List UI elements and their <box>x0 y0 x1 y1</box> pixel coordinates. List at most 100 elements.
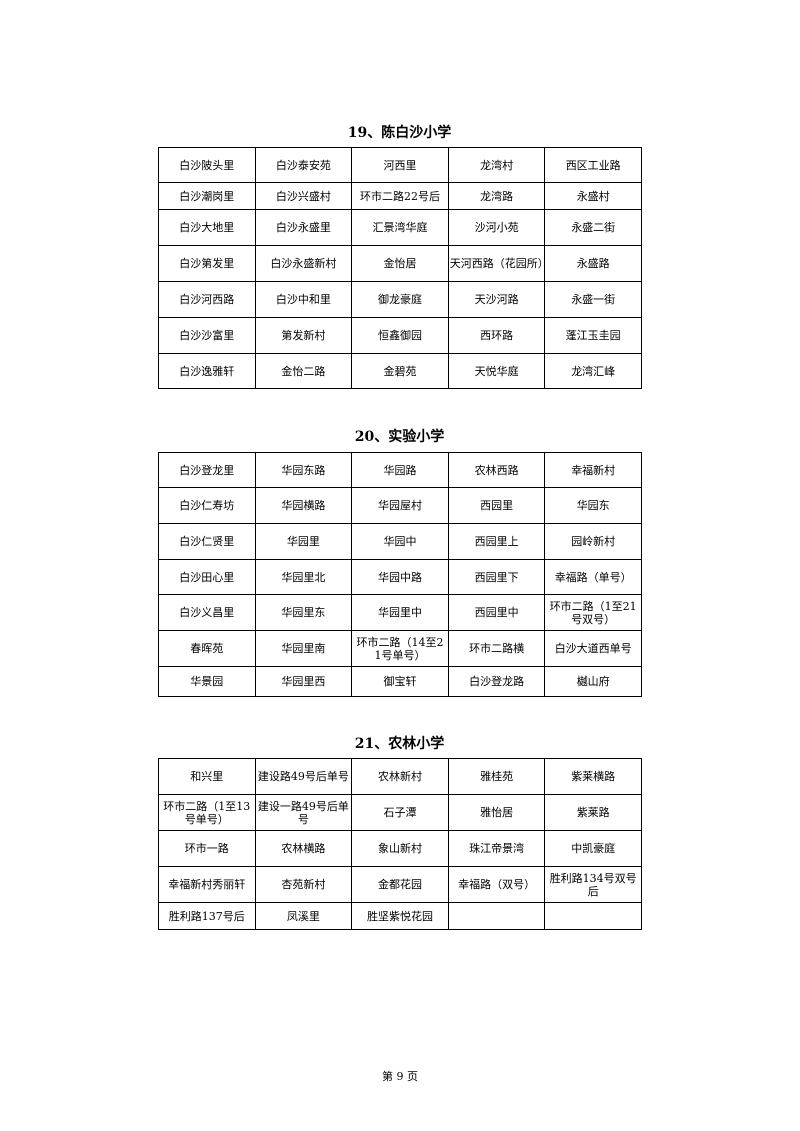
table-cell: 农林新村 <box>351 758 449 795</box>
table-cell: 建设路49号后单号 <box>254 758 353 795</box>
table-cell: 西园里中 <box>447 594 546 631</box>
table-cell: 恒鑫御园 <box>351 317 449 354</box>
table-cell: 白沙第发里 <box>158 245 256 282</box>
table-cell: 白沙永盛里 <box>254 209 353 246</box>
table-cell: 华园里西 <box>254 666 353 697</box>
table-cell: 华园里中 <box>351 594 449 631</box>
table-cell: 沙河小苑 <box>447 209 546 246</box>
table-cell: 白沙仁贤里 <box>158 523 256 560</box>
table-cell: 龙湾汇峰 <box>544 353 642 389</box>
table-row: 白沙逸雅轩 金怡二路 金碧苑 天悦华庭 龙湾汇峰 <box>158 353 642 389</box>
table-row: 华景园 华园里西 御宝轩 白沙登龙路 樾山府 <box>158 666 642 697</box>
table-cell: 永盛村 <box>544 182 642 210</box>
table-cell: 农林横路 <box>254 830 353 867</box>
table-cell: 华景园 <box>158 666 256 697</box>
table-cell: 白沙义昌里 <box>158 594 256 631</box>
table-cell: 胜利路134号双号后 <box>544 866 642 903</box>
table-cell: 白沙登龙里 <box>158 452 256 488</box>
table-cell: 石子潭 <box>351 794 449 831</box>
table-cell: 龙湾村 <box>447 147 546 183</box>
table-cell: 幸福新村 <box>544 452 642 488</box>
table-cell: 白沙大道西单号 <box>544 630 642 667</box>
table-cell: 华园路 <box>351 452 449 488</box>
table-cell <box>447 902 546 930</box>
table-cell: 环市二路22号后 <box>351 182 449 210</box>
table-row: 胜利路137号后 凤溪里 胜坚紫悦花园 <box>158 902 642 930</box>
table-cell: 金都花园 <box>351 866 449 903</box>
table-cell: 西园里上 <box>447 523 546 560</box>
table-cell: 御龙豪庭 <box>351 281 449 318</box>
table-cell: 白沙沙富里 <box>158 317 256 354</box>
table-cell: 白沙兴盛村 <box>254 182 353 210</box>
table-cell: 中凯豪庭 <box>544 830 642 867</box>
table-cell: 永盛一街 <box>544 281 642 318</box>
table-cell: 农林西路 <box>447 452 546 488</box>
table-row: 白沙义昌里 华园里东 华园里中 西园里中 环市二路（1至21号双号） <box>158 594 642 631</box>
table-cell: 白沙泰安苑 <box>254 147 353 183</box>
table-cell: 第发新村 <box>254 317 353 354</box>
table-cell: 环市二路（1至21号双号） <box>544 594 642 631</box>
table-cell: 白沙登龙路 <box>447 666 546 697</box>
section-title-19: 19、陈白沙小学 <box>347 125 452 141</box>
table-cell <box>544 902 642 930</box>
table-row: 白沙田心里 华园里北 华园中路 西园里下 幸福路（单号） <box>158 559 642 595</box>
table-cell: 华园里南 <box>254 630 353 667</box>
table-cell: 春晖苑 <box>158 630 256 667</box>
table-cell: 西环路 <box>447 317 546 354</box>
table-cell: 龙湾路 <box>447 182 546 210</box>
table-cell: 环市二路横 <box>447 630 546 667</box>
table-cell: 象山新村 <box>351 830 449 867</box>
table-cell: 天沙河路 <box>447 281 546 318</box>
table-cell: 杏苑新村 <box>254 866 353 903</box>
table-cell: 白沙河西路 <box>158 281 256 318</box>
table-row: 白沙仁寿坊 华园横路 华园屋村 西园里 华园东 <box>158 487 642 524</box>
table-row: 春晖苑 华园里南 环市二路（14至21号单号） 环市二路横 白沙大道西单号 <box>158 630 642 667</box>
school-19-table: 白沙陂头里 白沙泰安苑 河西里 龙湾村 西区工业路 白沙潮岗里 白沙兴盛村 环市二路22号后龙… <box>158 147 642 389</box>
school-21-table: 和兴里 建设路49号后单号 农林新村 雅桂苑 紫莱横路 环市二路（1至13号单号） 建设一路… <box>158 758 642 930</box>
table-row: 白沙仁贤里 华园里 华园中 西园里上 园岭新村 <box>158 523 642 560</box>
table-cell: 华园里东 <box>254 594 353 631</box>
table-row: 白沙沙富里 第发新村 恒鑫御园 西环路 蓬江玉圭园 <box>158 317 642 354</box>
section-title-21: 21、农林小学 <box>354 736 445 752</box>
table-cell: 白沙中和里 <box>254 281 353 318</box>
table-cell: 和兴里 <box>158 758 256 795</box>
table-cell: 白沙陂头里 <box>158 147 256 183</box>
table-cell: 永盛二街 <box>544 209 642 246</box>
table-row: 环市一路 农林横路 象山新村 珠江帝景湾 中凯豪庭 <box>158 830 642 867</box>
table-cell: 幸福路（双号） <box>447 866 546 903</box>
table-cell: 金碧苑 <box>351 353 449 389</box>
table-cell: 华园里北 <box>254 559 353 595</box>
table-cell: 紫莱横路 <box>544 758 642 795</box>
table-cell: 园岭新村 <box>544 523 642 560</box>
table-cell: 白沙仁寿坊 <box>158 487 256 524</box>
table-cell: 胜利路137号后 <box>158 902 256 930</box>
table-cell: 华园中路 <box>351 559 449 595</box>
table-cell: 河西里 <box>351 147 449 183</box>
table-cell: 胜坚紫悦花园 <box>351 902 449 930</box>
table-row: 白沙河西路 白沙中和里 御龙豪庭 天沙河路 永盛一街 <box>158 281 642 318</box>
table-cell: 天悦华庭 <box>447 353 546 389</box>
table-row: 白沙第发里 白沙永盛新村 金怡居 天河西路（花园所） 永盛路 <box>158 245 642 282</box>
table-cell: 白沙永盛新村 <box>254 245 353 282</box>
table-cell: 华园屋村 <box>351 487 449 524</box>
table-cell: 华园东路 <box>254 452 353 488</box>
table-cell: 西园里下 <box>447 559 546 595</box>
table-cell: 天河西路（花园所） <box>447 245 549 282</box>
table-cell: 蓬江玉圭园 <box>544 317 642 354</box>
table-cell: 环市二路（14至21号单号） <box>351 630 449 667</box>
table-cell: 雅怡居 <box>447 794 546 831</box>
table-cell: 紫莱路 <box>544 794 642 831</box>
table-row: 白沙大地里 白沙永盛里 汇景湾华庭 沙河小苑 永盛二街 <box>158 209 642 246</box>
table-cell: 西区工业路 <box>544 147 642 183</box>
table-row: 环市二路（1至13号单号） 建设一路49号后单号 石子潭 雅怡居 紫莱路 <box>158 794 642 831</box>
section-title-20: 20、实验小学 <box>354 429 445 445</box>
table-cell: 金怡居 <box>351 245 449 282</box>
school-20-table: 白沙登龙里 华园东路 华园路 农林西路 幸福新村 白沙仁寿坊 华园横路 华园屋村 西园里 华园东白… <box>158 452 642 697</box>
table-cell: 华园中 <box>351 523 449 560</box>
table-cell: 御宝轩 <box>351 666 449 697</box>
table-cell: 金怡二路 <box>254 353 353 389</box>
table-row: 白沙登龙里 华园东路 华园路 农林西路 幸福新村 <box>158 452 642 488</box>
table-cell: 永盛路 <box>544 245 642 282</box>
table-cell: 汇景湾华庭 <box>351 209 449 246</box>
table-row: 白沙陂头里 白沙泰安苑 河西里 龙湾村 西区工业路 <box>158 147 642 183</box>
